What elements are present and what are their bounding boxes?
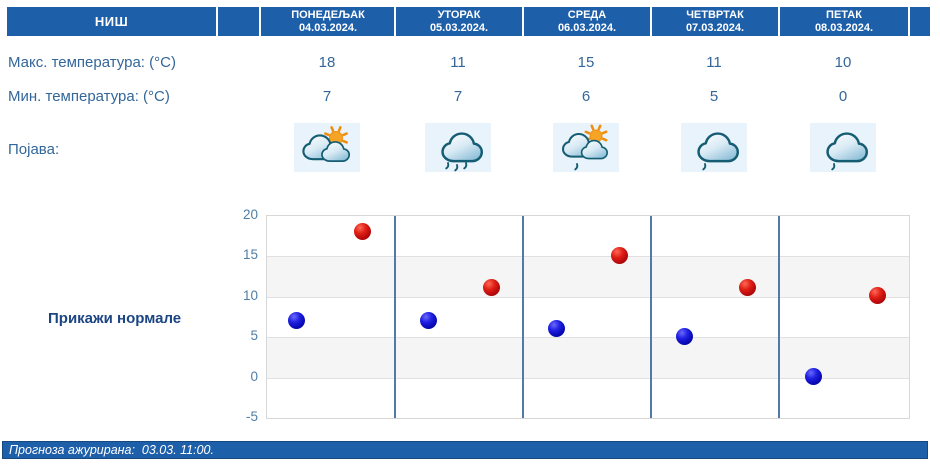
chart-band xyxy=(267,256,909,297)
y-axis-tick-label: -5 xyxy=(245,409,258,424)
day-header-2: УТОРАК 05.03.2024. xyxy=(396,7,522,36)
day-separator-line xyxy=(778,216,780,418)
day-date: 08.03.2024. xyxy=(814,21,874,34)
station-name: НИШ xyxy=(94,14,129,29)
day-separator-line xyxy=(650,216,652,418)
phenomenon-row-label: Појава: xyxy=(8,141,60,158)
forecast-header: НИШ ПОНЕДЕЉАК 04.03.2024. УТОРАК 05.03.2024… xyxy=(7,7,930,36)
min-temp-point xyxy=(548,319,566,337)
chart-band xyxy=(267,216,909,257)
min-temp-point xyxy=(804,368,822,386)
day-date: 04.03.2024. xyxy=(298,21,358,34)
chart-gridline xyxy=(267,296,909,298)
header-cell-separator xyxy=(216,7,218,36)
min-temp-value: 7 xyxy=(322,88,332,105)
weather-icon-rain xyxy=(425,123,491,172)
y-axis-tick-label: 20 xyxy=(242,207,258,222)
day-name: СРЕДА xyxy=(567,8,607,21)
chart-band xyxy=(267,377,909,418)
max-temp-value: 18 xyxy=(318,54,336,71)
min-temp-point xyxy=(676,327,694,345)
day-name: ПЕТАК xyxy=(826,8,862,21)
y-axis-tick-label: 10 xyxy=(242,287,258,303)
weather-icon-sun-clouds xyxy=(294,123,360,172)
day-name: ЧЕТВРТАК xyxy=(686,8,744,21)
max-temp-point xyxy=(611,246,629,264)
header-cell-separator xyxy=(778,7,780,36)
max-temp-point xyxy=(868,287,886,305)
max-temp-value: 11 xyxy=(706,54,722,71)
max-temp-row-label: Макс. температура: (°C) xyxy=(8,54,176,71)
max-temp-value: 11 xyxy=(450,54,466,71)
day-name: ПОНЕДЕЉАК xyxy=(291,8,365,21)
day-header-5: ПЕТАК 08.03.2024. xyxy=(780,7,908,36)
header-cell-separator xyxy=(259,7,261,36)
min-temp-value: 5 xyxy=(709,88,719,105)
min-temp-value: 6 xyxy=(581,88,591,105)
header-cell-separator xyxy=(522,7,524,36)
day-date: 06.03.2024. xyxy=(557,21,617,34)
day-header-1: ПОНЕДЕЉАК 04.03.2024. xyxy=(262,7,394,36)
day-date: 05.03.2024. xyxy=(429,21,489,34)
day-name: УТОРАК xyxy=(437,8,481,21)
max-temp-value: 15 xyxy=(577,54,595,71)
y-axis-tick-label: 15 xyxy=(242,247,258,263)
min-temp-point xyxy=(420,311,438,329)
max-temp-point xyxy=(354,222,371,240)
y-axis-tick-label: 0 xyxy=(250,368,258,384)
header-cell-separator xyxy=(394,7,396,36)
max-temp-value: 10 xyxy=(834,54,852,71)
day-header-4: ЧЕТВРТАК 07.03.2024. xyxy=(652,7,778,36)
forecast-updated-text: Прогноза ажурирана: 03.03. 11:00. xyxy=(9,443,214,457)
chart-gridline xyxy=(267,256,909,258)
max-temp-point xyxy=(483,279,501,297)
min-temp-value: 7 xyxy=(453,88,463,105)
temperature-chart xyxy=(266,215,910,419)
min-temp-row-label: Мин. температура: (°C) xyxy=(8,88,170,105)
y-axis-tick-label: 5 xyxy=(250,328,258,344)
weather-icon-sun-clouds-light-rain xyxy=(553,123,619,172)
min-temp-value: 0 xyxy=(838,88,848,105)
chart-gridline xyxy=(267,337,909,339)
day-date: 07.03.2024. xyxy=(685,21,745,34)
day-header-3: СРЕДА 06.03.2024. xyxy=(524,7,650,36)
day-separator-line xyxy=(394,216,396,418)
chart-band xyxy=(267,337,909,378)
header-cell-separator xyxy=(650,7,652,36)
weather-icon-cloud-light-rain xyxy=(681,123,747,172)
footer-bar: Прогноза ажурирана: 03.03. 11:00. xyxy=(2,441,928,459)
day-separator-line xyxy=(522,216,524,418)
weather-icon-cloud-light-rain xyxy=(810,123,876,172)
chart-band xyxy=(267,296,909,338)
chart-gridline xyxy=(267,377,909,379)
show-normals-link[interactable]: Прикажи нормале xyxy=(48,310,182,327)
max-temp-point xyxy=(739,279,757,297)
min-temp-point xyxy=(287,311,305,329)
header-cell-separator xyxy=(908,7,910,36)
